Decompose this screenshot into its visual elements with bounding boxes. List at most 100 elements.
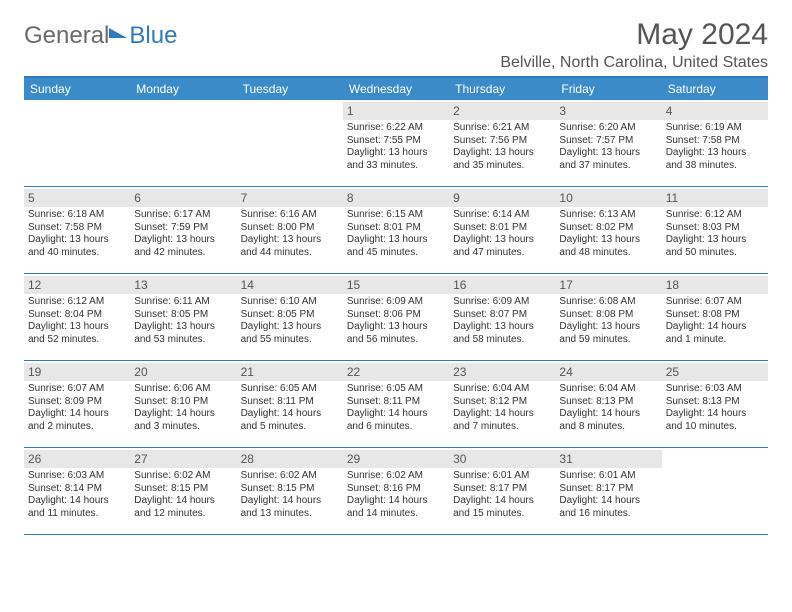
- day2-line: and 3 minutes.: [134, 421, 232, 434]
- day-cell: 21Sunrise: 6:05 AMSunset: 8:11 PMDayligh…: [237, 361, 343, 447]
- day1-line: Daylight: 13 hours: [347, 321, 445, 334]
- day2-line: and 48 minutes.: [559, 247, 657, 260]
- day-cell: 19Sunrise: 6:07 AMSunset: 8:09 PMDayligh…: [24, 361, 130, 447]
- day-number: 26: [24, 450, 130, 468]
- sunrise-line: Sunrise: 6:07 AM: [28, 383, 126, 396]
- sunset-line: Sunset: 8:07 PM: [453, 309, 551, 322]
- sunrise-line: Sunrise: 6:16 AM: [241, 209, 339, 222]
- day1-line: Daylight: 13 hours: [559, 234, 657, 247]
- day1-line: Daylight: 14 hours: [241, 408, 339, 421]
- calendar: SundayMondayTuesdayWednesdayThursdayFrid…: [24, 76, 768, 535]
- sunset-line: Sunset: 8:14 PM: [28, 483, 126, 496]
- day-cell: 22 Sunrise: 6:05 AMSunset: 8:11 PMDayligh…: [343, 361, 449, 447]
- day2-line: and 59 minutes.: [559, 334, 657, 347]
- day-cell: 17Sunrise: 6:08 AMSunset: 8:08 PMDayligh…: [555, 274, 661, 360]
- day1-line: Daylight: 14 hours: [559, 408, 657, 421]
- sunrise-line: Sunrise: 6:05 AM: [241, 383, 339, 396]
- day2-line: and 47 minutes.: [453, 247, 551, 260]
- day2-line: and 5 minutes.: [241, 421, 339, 434]
- day2-line: and 45 minutes.: [347, 247, 445, 260]
- sunrise-line: Sunrise: 6:12 AM: [666, 209, 764, 222]
- day2-line: and 50 minutes.: [666, 247, 764, 260]
- sunset-line: Sunset: 8:06 PM: [347, 309, 445, 322]
- weekday-header: Friday: [555, 78, 661, 100]
- day1-line: Daylight: 14 hours: [134, 408, 232, 421]
- day1-line: Daylight: 13 hours: [559, 147, 657, 160]
- day-number: 25: [662, 363, 768, 381]
- sunrise-line: Sunrise: 6:06 AM: [134, 383, 232, 396]
- sunrise-line: Sunrise: 6:22 AM: [347, 122, 445, 135]
- weekday-header: Wednesday: [343, 78, 449, 100]
- day-cell: 25Sunrise: 6:03 AMSunset: 8:13 PMDayligh…: [662, 361, 768, 447]
- day-number: 22: [343, 363, 449, 381]
- day-number: 10: [555, 189, 661, 207]
- sunrise-line: Sunrise: 6:18 AM: [28, 209, 126, 222]
- day2-line: and 11 minutes.: [28, 508, 126, 521]
- day-number: 29: [343, 450, 449, 468]
- sunset-line: Sunset: 8:09 PM: [28, 396, 126, 409]
- day-cell: 27Sunrise: 6:02 AMSunset: 8:15 PMDayligh…: [130, 448, 236, 534]
- day2-line: and 12 minutes.: [134, 508, 232, 521]
- day-number: 18: [662, 276, 768, 294]
- day1-line: Daylight: 14 hours: [28, 495, 126, 508]
- weekday-header-row: SundayMondayTuesdayWednesdayThursdayFrid…: [24, 78, 768, 100]
- day2-line: and 6 minutes.: [347, 421, 445, 434]
- day-cell: 5Sunrise: 6:18 AMSunset: 7:58 PMDaylight…: [24, 187, 130, 273]
- day1-line: Daylight: 13 hours: [559, 321, 657, 334]
- day1-line: Daylight: 14 hours: [347, 495, 445, 508]
- day-number: 24: [555, 363, 661, 381]
- sunrise-line: Sunrise: 6:02 AM: [347, 470, 445, 483]
- day2-line: and 14 minutes.: [347, 508, 445, 521]
- day-cell: 3Sunrise: 6:20 AMSunset: 7:57 PMDaylight…: [555, 100, 661, 186]
- sunrise-line: Sunrise: 6:09 AM: [453, 296, 551, 309]
- week-row: 5 Sunrise: 6:18 AMSunset: 7:58 PM Daylight…: [24, 187, 768, 274]
- sunrise-line: Sunrise: 6:17 AM: [134, 209, 232, 222]
- day-cell: 28Sunrise: 6:02 AMSunset: 8:15 PMDayligh…: [237, 448, 343, 534]
- sunrise-line: Sunrise: 6:21 AM: [453, 122, 551, 135]
- day1-line: Daylight: 14 hours: [134, 495, 232, 508]
- day-number: 15: [343, 276, 449, 294]
- sunset-line: Sunset: 8:11 PM: [347, 396, 445, 409]
- sunrise-line: Sunrise: 6:05 AM: [347, 383, 445, 396]
- day1-line: Daylight: 14 hours: [453, 495, 551, 508]
- sunset-line: Sunset: 7:55 PM: [347, 135, 445, 148]
- day-number: 14: [237, 276, 343, 294]
- sunrise-line: Sunrise: 6:09 AM: [347, 296, 445, 309]
- brand-part2: Blue: [129, 22, 177, 50]
- day-cell: 16Sunrise: 6:09 AMSunset: 8:07 PMDayligh…: [449, 274, 555, 360]
- day2-line: and 7 minutes.: [453, 421, 551, 434]
- day1-line: Daylight: 14 hours: [347, 408, 445, 421]
- day-number: 13: [130, 276, 236, 294]
- day1-line: Daylight: 13 hours: [134, 321, 232, 334]
- day1-line: Daylight: 13 hours: [241, 321, 339, 334]
- day-number: 27: [130, 450, 236, 468]
- day-number: 1: [343, 102, 449, 120]
- sunset-line: Sunset: 7:58 PM: [28, 222, 126, 235]
- sunset-line: Sunset: 8:00 PM: [241, 222, 339, 235]
- sunset-line: Sunset: 8:12 PM: [453, 396, 551, 409]
- day1-line: Daylight: 14 hours: [241, 495, 339, 508]
- day2-line: and 15 minutes.: [453, 508, 551, 521]
- day-number: 12: [24, 276, 130, 294]
- sunset-line: Sunset: 8:10 PM: [134, 396, 232, 409]
- sunset-line: Sunset: 7:56 PM: [453, 135, 551, 148]
- day-number: 5: [24, 189, 130, 207]
- sunrise-line: Sunrise: 6:03 AM: [28, 470, 126, 483]
- day1-line: Daylight: 14 hours: [666, 321, 764, 334]
- day-cell: 20Sunrise: 6:06 AMSunset: 8:10 PMDayligh…: [130, 361, 236, 447]
- day1-line: Daylight: 14 hours: [666, 408, 764, 421]
- sunrise-line: Sunrise: 6:15 AM: [347, 209, 445, 222]
- day2-line: and 8 minutes.: [559, 421, 657, 434]
- day2-line: and 56 minutes.: [347, 334, 445, 347]
- day1-line: Daylight: 13 hours: [453, 234, 551, 247]
- sunset-line: Sunset: 8:15 PM: [134, 483, 232, 496]
- day-cell: 24Sunrise: 6:04 AMSunset: 8:13 PMDayligh…: [555, 361, 661, 447]
- day2-line: and 2 minutes.: [28, 421, 126, 434]
- day2-line: and 37 minutes.: [559, 160, 657, 173]
- sunrise-line: Sunrise: 6:01 AM: [559, 470, 657, 483]
- day-cell: 7Sunrise: 6:16 AMSunset: 8:00 PMDaylight…: [237, 187, 343, 273]
- day-number: 4: [662, 102, 768, 120]
- sunset-line: Sunset: 8:11 PM: [241, 396, 339, 409]
- sunset-line: Sunset: 8:01 PM: [453, 222, 551, 235]
- day-number: 11: [662, 189, 768, 207]
